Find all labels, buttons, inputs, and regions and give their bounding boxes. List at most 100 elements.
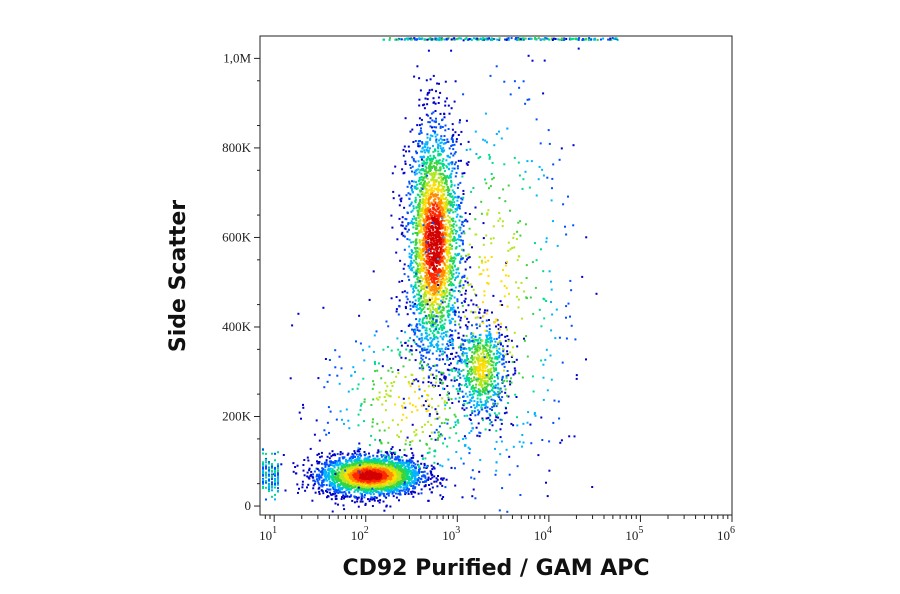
event-dot [412,480,415,483]
event-dot [428,243,431,246]
event-dot [425,243,428,246]
event-dot [327,495,330,498]
event-dot [421,262,424,265]
event-dot [458,235,461,238]
event-dot [394,474,397,477]
event-dot [421,156,424,159]
event-dot [452,154,455,157]
event-dot [448,112,451,115]
event-dot [361,494,364,497]
event-dot [377,449,380,452]
event-dot [399,472,402,475]
event-dot [435,245,438,248]
event-dot [416,233,419,236]
event-dot [427,345,430,348]
event-dot [425,141,428,144]
event-dot [318,477,321,480]
event-dot [444,124,447,127]
event-dot [404,117,407,120]
event-dot [393,462,396,465]
event-dot [354,458,357,461]
event-dot [460,346,463,349]
event-dot [347,481,350,484]
event-dot [454,484,457,487]
event-dot [442,274,445,277]
event-dot [350,465,353,468]
event-dot [396,478,399,481]
event-dot [442,261,445,264]
event-dot [408,278,411,281]
event-dot [431,473,434,476]
event-dot [375,476,378,479]
event-dot [436,253,439,256]
event-dot [417,252,420,255]
event-dot [436,281,439,284]
event-dot [428,203,430,206]
event-dot [442,307,445,310]
event-dot [409,222,412,225]
event-dot [447,162,450,165]
event-dot [391,480,393,483]
event-dot [425,317,428,320]
event-dot [441,275,444,278]
event-dot [457,290,460,292]
event-dot [444,189,447,192]
event-dot [448,299,451,302]
event-dot [404,468,407,471]
event-dot [411,128,414,131]
event-dot [433,467,436,470]
event-dot [347,452,350,455]
event-dot [386,489,388,492]
event-dot [433,193,436,196]
event-dot [389,468,392,471]
event-dot [355,469,357,472]
event-dot [356,484,358,486]
event-dot [418,467,421,470]
event-dot [339,488,342,490]
event-dot [432,319,434,322]
event-dot [456,213,459,216]
event-dot [454,161,457,164]
event-dot [417,168,420,171]
event-dot [410,492,413,495]
event-dot [451,294,454,297]
event-dot [440,326,443,329]
event-dot [441,138,444,141]
event-dot [311,475,314,478]
event-dot [440,200,443,203]
event-dot [429,231,432,233]
event-dot [416,304,419,307]
event-dot [428,333,431,336]
event-dot [369,461,372,464]
event-dot [424,289,427,292]
event-dot [320,455,323,458]
event-dot [437,153,440,155]
event-dot [444,207,447,210]
event-dot [437,193,439,196]
event-dot [423,470,426,473]
event-dot [415,241,418,244]
event-dot [418,269,420,272]
event-dot [431,176,434,179]
event-dot [350,464,353,467]
event-dot [442,235,445,237]
event-dot [430,210,433,213]
event-dot [410,447,413,450]
event-dot [343,478,346,481]
event-dot [372,465,375,468]
event-dot [418,124,421,127]
event-dot [321,483,324,486]
event-dot [444,204,447,207]
event-dot [396,473,399,476]
event-dot [342,477,345,479]
event-dot [434,130,437,133]
event-dot [402,464,405,466]
event-dot [424,232,427,235]
event-dot [400,470,403,473]
event-dot [426,235,429,238]
event-dot [435,195,438,198]
event-dot [303,459,306,461]
event-dot [407,472,410,475]
event-dot [431,119,434,122]
event-dot [411,156,414,159]
